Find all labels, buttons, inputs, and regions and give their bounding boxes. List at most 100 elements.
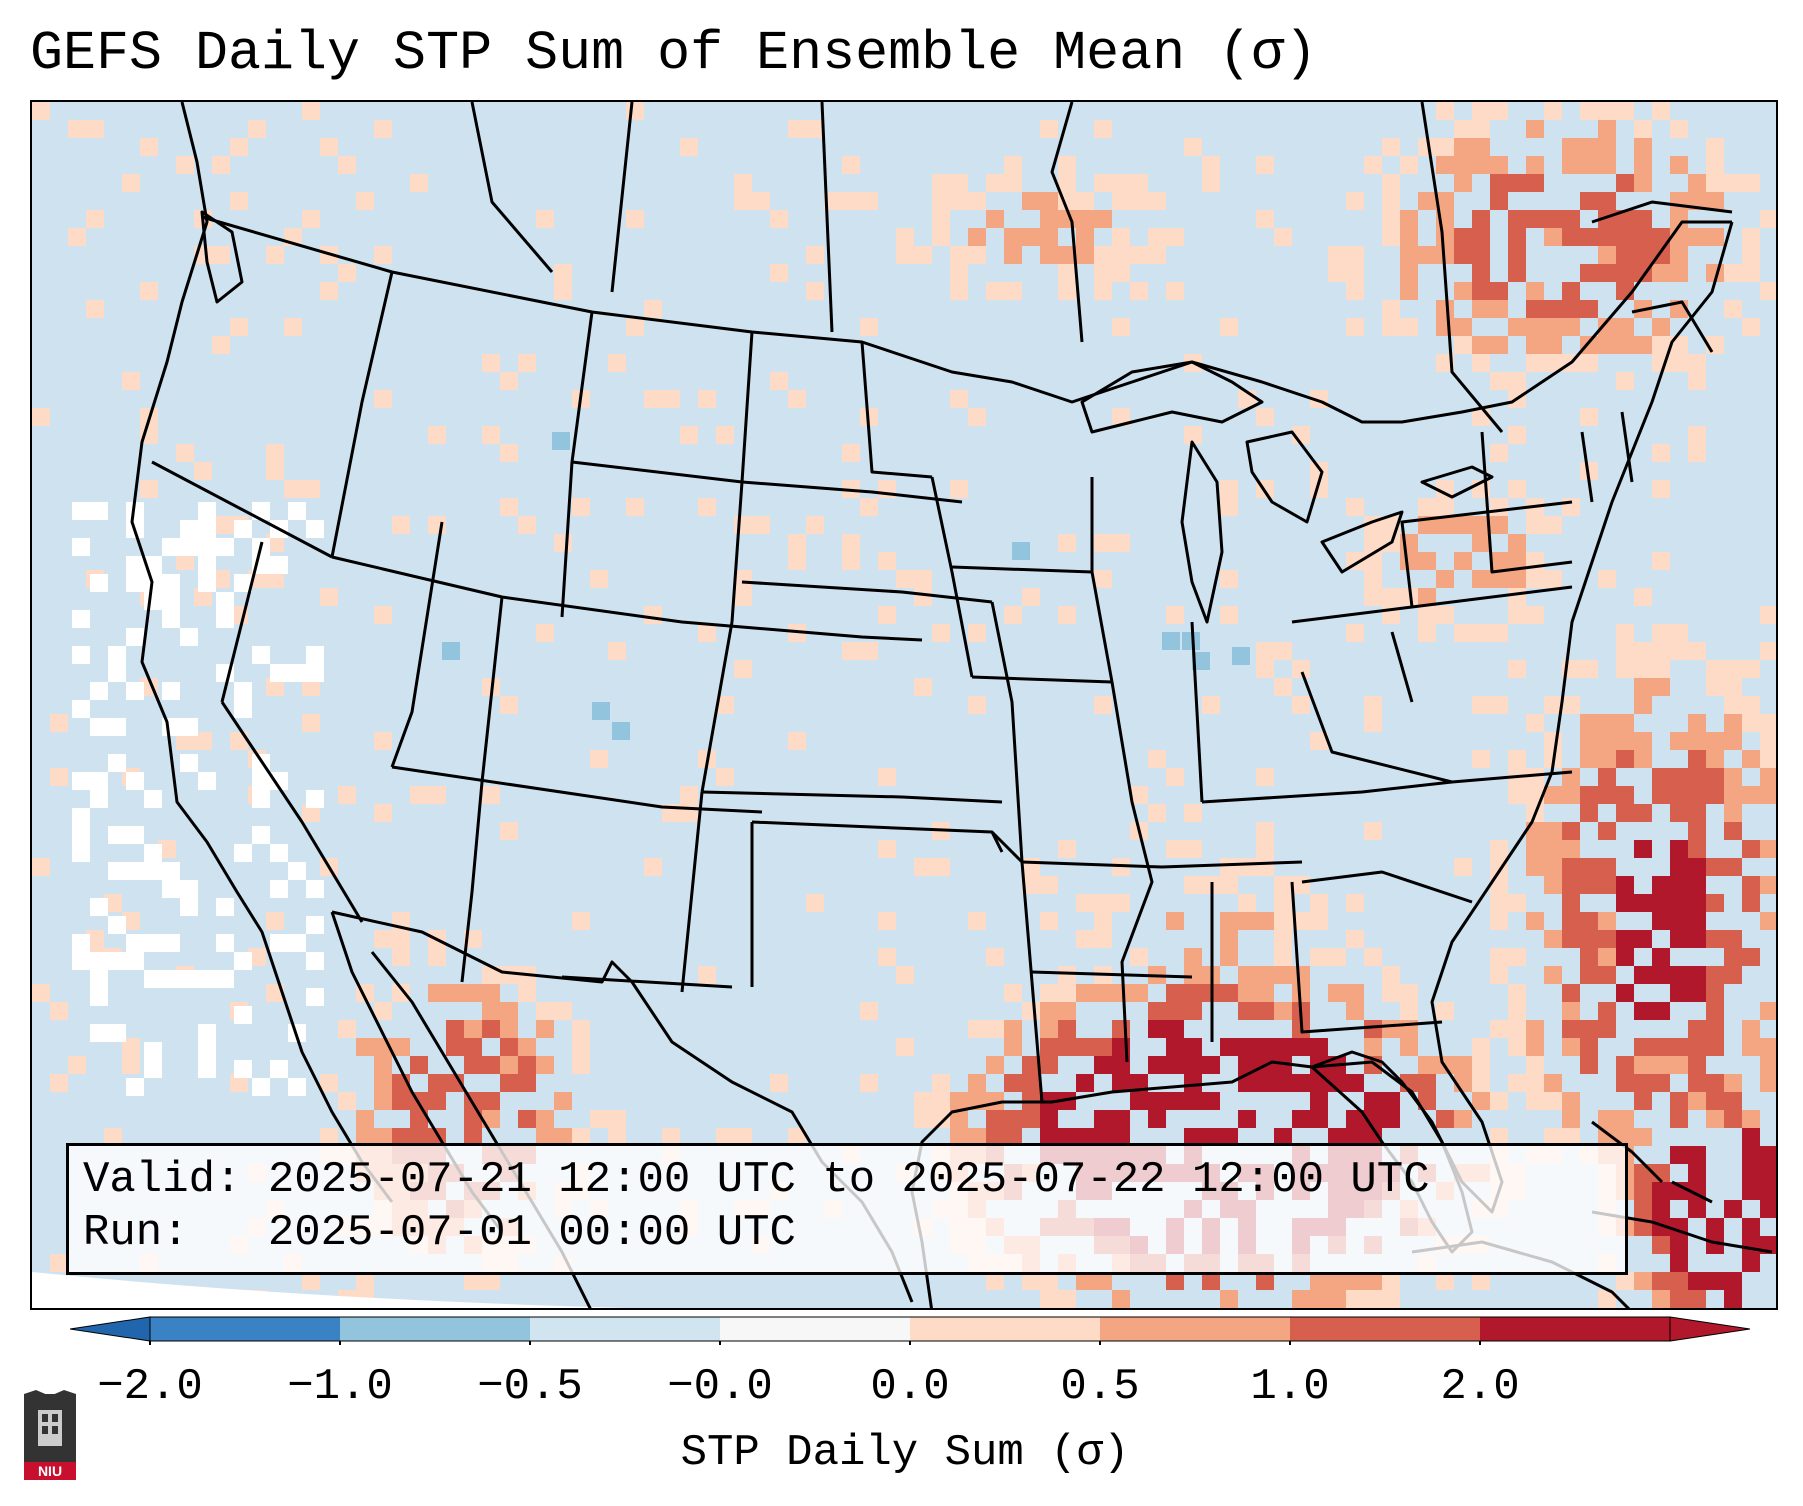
stp-cell: [1598, 1110, 1616, 1128]
stp-cell: [1652, 1182, 1670, 1200]
stp-cell: [1490, 498, 1508, 516]
stp-cell: [198, 970, 216, 988]
stp-cell: [1418, 606, 1436, 624]
stp-cell: [162, 862, 180, 880]
stp-cell: [1364, 588, 1382, 606]
stp-cell: [1634, 174, 1652, 192]
stp-cell: [1076, 930, 1094, 948]
stp-cell: [1040, 1272, 1058, 1290]
stp-cell: [1688, 444, 1706, 462]
stp-cell: [1634, 804, 1652, 822]
stp-cell: [1040, 1038, 1058, 1056]
stp-cell: [788, 120, 806, 138]
stp-cell: [126, 772, 144, 790]
stp-cell: [1256, 408, 1274, 426]
stp-cell: [1058, 1020, 1076, 1038]
stp-cell: [1292, 1074, 1310, 1092]
stp-cell: [1742, 228, 1760, 246]
stp-cell: [1040, 228, 1058, 246]
stp-cell: [1040, 984, 1058, 1002]
stp-cell: [1652, 1038, 1670, 1056]
stp-cell: [356, 1272, 374, 1290]
stp-cell: [50, 1254, 68, 1272]
stp-cell: [1202, 1092, 1220, 1110]
stp-cell: [90, 574, 108, 592]
stp-cell: [1472, 336, 1490, 354]
stp-cell: [1328, 984, 1346, 1002]
stp-cell: [1418, 552, 1436, 570]
stp-cell: [1112, 264, 1130, 282]
colorbar-tick-label: 1.0: [1250, 1362, 1330, 1412]
stp-cell: [266, 912, 284, 930]
stp-cell: [1058, 1290, 1076, 1308]
stp-cell: [266, 678, 284, 696]
stp-cell: [1616, 1128, 1634, 1146]
stp-cell: [1580, 228, 1598, 246]
stp-cell: [1598, 192, 1616, 210]
stp-cell: [1400, 552, 1418, 570]
stp-cell: [108, 952, 126, 970]
stp-cell: [1652, 912, 1670, 930]
stp-cell: [1400, 228, 1418, 246]
stp-cell: [1724, 822, 1742, 840]
stp-cell: [1652, 948, 1670, 966]
stp-cell: [1382, 228, 1400, 246]
stp-cell: [1706, 1038, 1724, 1056]
stp-cell: [1562, 840, 1580, 858]
colorbar-tick-label: 0.5: [1060, 1362, 1140, 1412]
stp-cell: [788, 552, 806, 570]
stp-cell: [1508, 210, 1526, 228]
stp-cell: [72, 952, 90, 970]
stp-cell: [392, 948, 410, 966]
stp-cell: [1652, 1272, 1670, 1290]
stp-cell: [1400, 282, 1418, 300]
stp-cell: [1742, 786, 1760, 804]
stp-cell: [1130, 786, 1148, 804]
stp-cell: [338, 264, 356, 282]
stp-cell: [644, 390, 662, 408]
stp-cell: [1598, 156, 1616, 174]
anomaly-cells: [32, 102, 1776, 1310]
stp-cell: [1670, 732, 1688, 750]
stp-cell: [108, 1024, 126, 1042]
stp-cell: [162, 880, 180, 898]
stp-cell: [162, 970, 180, 988]
stp-cell: [896, 246, 914, 264]
stp-cell: [734, 660, 752, 678]
stp-cell: [1580, 156, 1598, 174]
stp-cell: [144, 862, 162, 880]
stp-cell: [932, 624, 950, 642]
stp-cell: [306, 790, 324, 808]
stp-cell: [1760, 642, 1776, 660]
stp-cell: [1526, 156, 1544, 174]
stp-cell: [126, 682, 144, 700]
stp-cell: [306, 952, 324, 970]
stp-cell: [1310, 1290, 1328, 1308]
stp-cell: [1292, 912, 1310, 930]
stp-cell: [1004, 1074, 1022, 1092]
stp-cell: [590, 750, 608, 768]
stp-cell: [1526, 570, 1544, 588]
stp-cell: [1094, 930, 1112, 948]
stp-cell: [896, 228, 914, 246]
stp-cell: [374, 930, 392, 948]
stp-cell: [270, 1060, 288, 1078]
stp-cell: [1112, 228, 1130, 246]
stp-cell: [1508, 480, 1526, 498]
stp-cell: [1076, 246, 1094, 264]
stp-cell: [90, 952, 108, 970]
stp-cell: [72, 808, 90, 826]
stp-cell: [108, 754, 126, 772]
stp-cell: [1508, 264, 1526, 282]
stp-cell: [1454, 336, 1472, 354]
stp-cell: [878, 948, 896, 966]
stp-cell: [1040, 1056, 1058, 1074]
stp-cell: [1040, 120, 1058, 138]
stp-cell: [464, 1110, 482, 1128]
stp-cell: [1094, 984, 1112, 1002]
stp-cell: [1454, 156, 1472, 174]
stp-cell: [50, 1074, 68, 1092]
stp-cell: [1724, 264, 1742, 282]
stp-cell: [1634, 1308, 1652, 1310]
stp-cell: [1616, 948, 1634, 966]
